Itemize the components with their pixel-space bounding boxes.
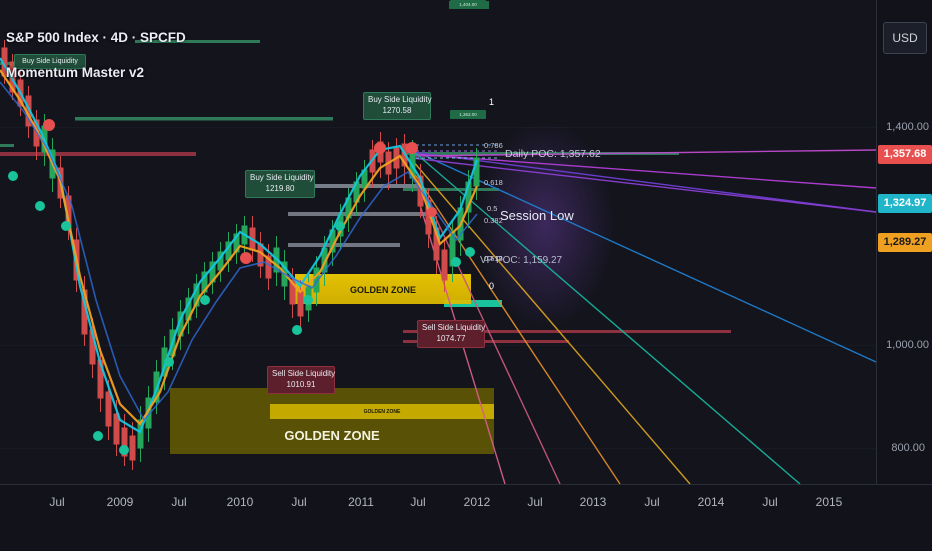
x-tick-3: 2010 <box>226 495 254 509</box>
fib-level-0382: 0.382 <box>484 216 503 225</box>
time-axis[interactable]: Jul 2009 Jul 2010 Jul 2011 Jul 2012 Jul … <box>0 484 932 551</box>
liquidity-title: Sell Side Liquidity <box>422 323 486 332</box>
level-tag-orange[interactable]: 1,289.27 <box>878 233 932 252</box>
x-tick-8: Jul <box>527 495 543 509</box>
x-tick-7: 2012 <box>463 495 491 509</box>
x-tick-12: Jul <box>762 495 778 509</box>
liquidity-title: Buy Side Liquidity <box>368 95 432 104</box>
vp-poc-label: VP POC: 1,159.27 <box>480 255 563 266</box>
x-tick-0: Jul <box>49 495 65 509</box>
liquidity-title: Buy Side Liquidity <box>250 173 314 182</box>
liquidity-value: 1010.91 <box>286 379 316 389</box>
mid-green-value-tag: 1,363.00 <box>450 110 486 119</box>
last-price-tag[interactable]: 1,357.68 <box>878 145 932 164</box>
currency-badge[interactable]: USD <box>883 22 927 54</box>
y-tick-1000: 1,000.00 <box>886 339 929 351</box>
price-series-svg <box>0 1 876 484</box>
indicator-title: Momentum Master v2 <box>6 65 145 80</box>
buy-side-liquidity-label-3[interactable]: Buy Side Liquidity 1219.80 <box>245 170 315 198</box>
fib-level-0618-a: 0.618 <box>484 178 503 187</box>
chart-plot-area[interactable]: GOLDEN ZONE GOLDEN ZONE GOLDEN ZONE Buy … <box>0 0 876 484</box>
y-tick-1400: 1,400.00 <box>886 121 929 133</box>
golden-zone-small-label: GOLDEN ZONE <box>363 409 401 415</box>
golden-zone-upper: GOLDEN ZONE <box>295 277 471 303</box>
symbol-title: S&P 500 Index · 4D · SPCFD <box>6 30 186 45</box>
golden-zone-lower-label: GOLDEN ZONE <box>284 428 380 443</box>
x-tick-9: 2013 <box>579 495 607 509</box>
sell-side-liquidity-label-1[interactable]: Sell Side Liquidity 1074.77 <box>417 320 485 348</box>
buy-side-liquidity-label-2[interactable]: Buy Side Liquidity 1270.58 <box>363 92 432 120</box>
golden-zone-small: GOLDEN ZONE <box>270 405 494 419</box>
x-tick-10: Jul <box>644 495 660 509</box>
x-tick-11: 2014 <box>697 495 725 509</box>
fib-level-1: 1 <box>489 97 495 107</box>
price-axis[interactable]: USD 1,400.00 1,000.00 800.00 1,357.68 1,… <box>876 0 932 484</box>
liquidity-value: 1074.77 <box>436 333 466 343</box>
x-tick-4: Jul <box>291 495 307 509</box>
fib-level-05: 0.5 <box>487 204 498 213</box>
liquidity-value: 1270.58 <box>382 105 412 115</box>
buy-side-liquidity-label-1[interactable]: Buy Side Liquidity <box>14 54 86 70</box>
x-tick-2: Jul <box>171 495 187 509</box>
liquidity-value: 1219.80 <box>265 183 295 193</box>
fib-level-0: 0 <box>489 281 495 291</box>
top-green-value-text: 1,404.00 <box>459 2 477 7</box>
liquidity-title: Buy Side Liquidity <box>22 58 78 65</box>
x-tick-1: 2009 <box>106 495 134 509</box>
gridline <box>0 448 876 449</box>
fib-level-0786: 0.786 <box>484 141 503 150</box>
y-tick-800: 800.00 <box>891 442 925 454</box>
gridline <box>0 127 876 128</box>
fib-level-0618-b: 0.618 <box>484 254 503 263</box>
top-green-value-tag: 1,404.00 <box>450 0 486 9</box>
x-tick-5: 2011 <box>348 495 374 509</box>
sell-side-liquidity-label-2[interactable]: Sell Side Liquidity 1010.91 <box>267 366 335 394</box>
liquidity-title: Sell Side Liquidity <box>272 369 336 378</box>
session-low-label: Session Low <box>500 208 574 223</box>
x-tick-6: Jul <box>410 495 426 509</box>
daily-poc-label: Daily POC: 1,357.62 <box>505 148 601 160</box>
level-tag-cyan[interactable]: 1,324.97 <box>878 194 932 213</box>
golden-zone-upper-label: GOLDEN ZONE <box>349 285 416 295</box>
x-tick-13: 2015 <box>815 495 843 509</box>
golden-zone-lower: GOLDEN ZONE <box>170 420 494 452</box>
mid-green-value-text: 1,363.00 <box>459 112 477 117</box>
chart-legend: S&P 500 Index · 4D · SPCFD Momentum Mast… <box>6 30 186 80</box>
